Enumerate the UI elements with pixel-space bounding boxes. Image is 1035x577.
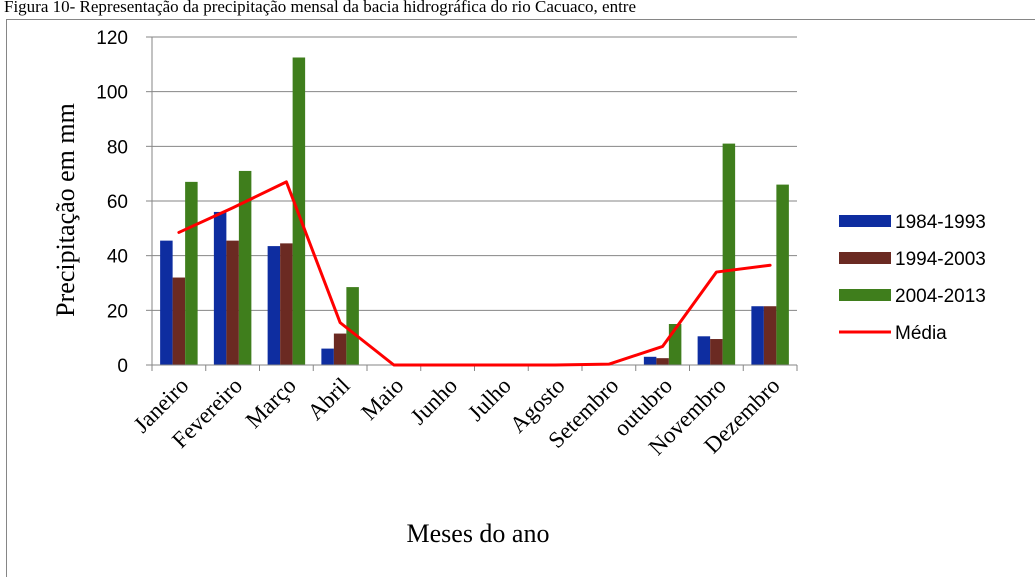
bar-1984-1993-outubro: [643, 356, 657, 365]
legend-swatch-1984-1993: [839, 215, 891, 227]
legend-label-media: Média: [895, 323, 947, 344]
bar-1994-2003-novembro: [710, 339, 723, 365]
bar-1994-2003-janeiro: [172, 277, 186, 365]
bar-2004-2013-abril: [346, 287, 359, 365]
bar-2004-2013-novembro: [722, 143, 736, 365]
bar-1994-2003-dezembro: [763, 306, 777, 365]
x-tick-label-abril: Abril: [303, 373, 355, 425]
y-tick-label: 120: [96, 28, 128, 49]
figure-caption: Figura 10- Representação da precipitação…: [4, 0, 637, 16]
bar-1984-1993-janeiro: [160, 240, 173, 365]
legend-label-2004-2013: 2004-2013: [895, 286, 986, 307]
y-tick-label: 100: [96, 83, 128, 104]
bar-2004-2013-fevereiro: [238, 170, 252, 365]
bar-1994-2003-fevereiro: [226, 240, 239, 365]
legend-swatch-1994-2003: [839, 252, 891, 264]
y-tick-label: 60: [107, 192, 128, 213]
y-tick-label: 80: [107, 137, 128, 158]
bar-2004-2013-dezembro: [776, 184, 789, 365]
x-axis-title: Meses do ano: [407, 519, 550, 548]
legend-label-1994-2003: 1994-2003: [895, 249, 986, 270]
y-tick-label: 0: [117, 356, 128, 377]
bar-1994-2003-marco: [280, 243, 293, 365]
x-tick-label-marco: Março: [241, 373, 301, 433]
bar-1984-1993-abril: [321, 348, 334, 365]
bar-1984-1993-fevereiro: [213, 211, 227, 365]
bar-1994-2003-outubro: [656, 358, 669, 365]
y-tick-label: 20: [107, 301, 128, 322]
legend-swatch-2004-2013: [839, 289, 891, 301]
bar-1994-2003-abril: [333, 333, 347, 365]
bar-2004-2013-janeiro: [185, 181, 198, 365]
y-axis-title: Precipitação em mm: [51, 103, 80, 317]
bar-1984-1993-marco: [267, 246, 281, 365]
x-tick-label-maio: Maio: [356, 373, 408, 425]
chart-frame: [6, 19, 1035, 577]
bar-1984-1993-novembro: [697, 336, 711, 365]
line-media: [177, 180, 772, 367]
bar-1984-1993-dezembro: [751, 306, 764, 365]
y-tick-label: 40: [107, 247, 128, 268]
x-tick-label-junho: Junho: [406, 373, 463, 430]
legend-label-1984-1993: 1984-1993: [895, 212, 986, 233]
